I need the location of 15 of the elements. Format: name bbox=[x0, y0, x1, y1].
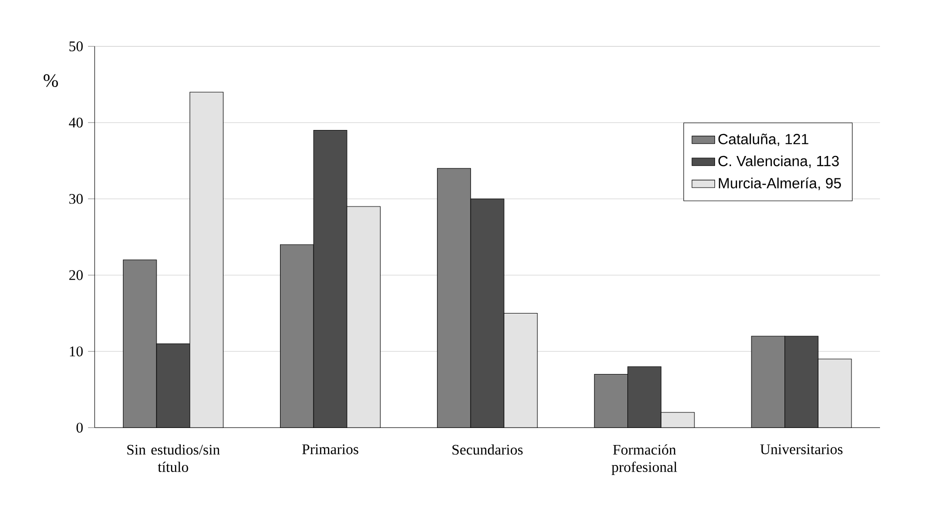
legend-label: Cataluña, 121 bbox=[718, 134, 808, 146]
legend-label: Murcia-Almería, 95 bbox=[718, 177, 841, 190]
x-tick-label: Universitarios bbox=[760, 444, 842, 454]
x-tick-label: Formación profesional bbox=[612, 444, 678, 476]
x-tick-label: Sin estudios/sin título bbox=[127, 444, 220, 472]
y-tick-label: 20 bbox=[69, 270, 83, 280]
y-tick-label: 10 bbox=[70, 346, 83, 356]
y-tick-label: 30 bbox=[69, 194, 83, 204]
y-tick-label: 50 bbox=[69, 41, 83, 52]
legend-label: C. Valenciana, 113 bbox=[718, 155, 839, 168]
y-axis-title: % bbox=[44, 74, 58, 87]
x-tick-label: Secundarios bbox=[452, 444, 523, 455]
y-tick-label: 0 bbox=[76, 422, 83, 433]
x-tick-label: Primarios bbox=[302, 444, 358, 454]
y-tick-label: 40 bbox=[68, 118, 83, 128]
